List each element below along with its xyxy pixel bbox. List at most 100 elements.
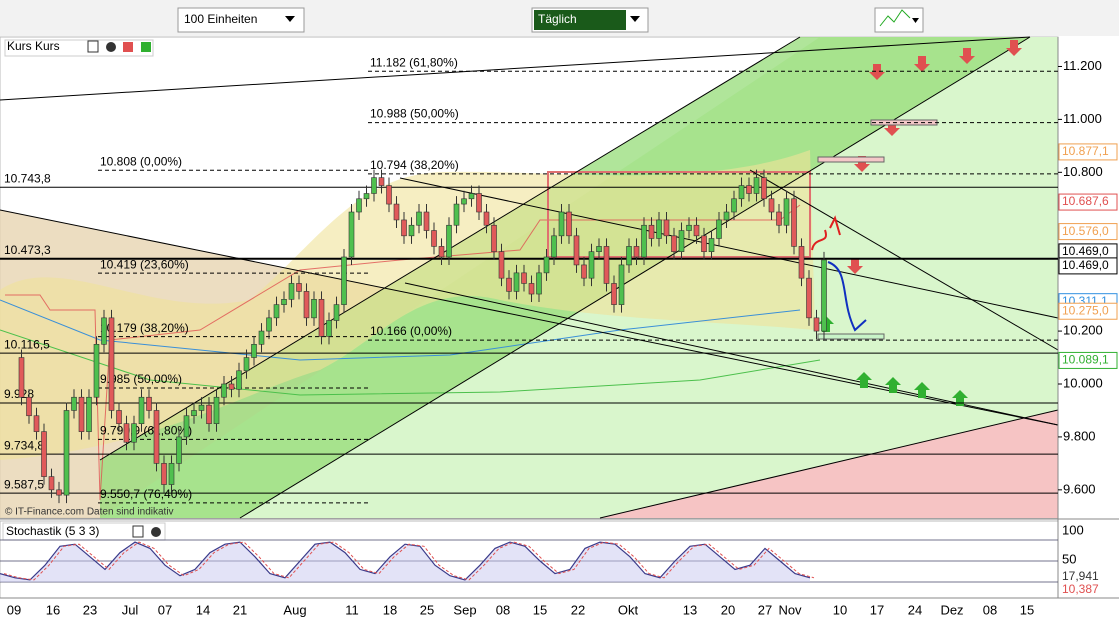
candle	[693, 224, 700, 237]
candle	[611, 283, 617, 305]
candle	[738, 185, 745, 200]
indicator-label: 10.275,0	[1062, 303, 1109, 317]
candle	[656, 219, 662, 239]
stochastic-value-label: 10,387	[1062, 582, 1099, 596]
candle	[618, 264, 625, 305]
date-label: 08	[496, 602, 510, 617]
date-label: 20	[721, 602, 735, 617]
date-label: 18	[383, 602, 397, 617]
indicator-label-box	[1058, 351, 1118, 369]
candle	[153, 410, 160, 464]
price-tick-label: 9.600	[1063, 481, 1096, 496]
candle	[648, 224, 655, 239]
candle	[48, 476, 55, 491]
candle	[453, 203, 460, 226]
candle	[341, 256, 347, 305]
date-label: 11	[345, 602, 359, 617]
indicator-label-box	[1058, 302, 1118, 320]
date-label: 08	[983, 602, 997, 617]
candle	[221, 383, 227, 398]
candle	[56, 489, 62, 496]
date-label: 22	[571, 602, 585, 617]
date-label: 17	[870, 602, 884, 617]
date-label: 15	[1020, 602, 1034, 617]
candle	[708, 238, 715, 253]
units-value: 100 Einheiten	[184, 12, 257, 26]
price-tick-label: 10.200	[1063, 323, 1103, 338]
candle	[108, 317, 115, 411]
fib-label: 9.550,7 (76,40%)	[100, 487, 192, 501]
units-select[interactable]	[177, 7, 305, 33]
panel-icons[interactable]	[87, 40, 151, 53]
candle	[93, 344, 100, 398]
price-tick-label: 10.000	[1063, 375, 1103, 390]
candle	[101, 317, 107, 345]
candle	[33, 415, 40, 432]
candle	[176, 436, 182, 464]
date-label: 25	[420, 602, 434, 617]
candle	[543, 256, 550, 274]
fib-label: 10.419 (23,60%)	[100, 257, 189, 271]
chart-icon	[879, 9, 911, 27]
candle	[363, 193, 370, 200]
period-value: Täglich	[538, 12, 577, 26]
candle	[633, 246, 640, 258]
level-label: 10.116,5	[4, 337, 50, 351]
candle	[131, 423, 137, 443]
candle	[671, 235, 677, 253]
indicator-label-box	[1058, 143, 1118, 161]
dropdown-arrow	[912, 18, 919, 23]
candle	[431, 230, 437, 247]
date-label: 15	[533, 602, 547, 617]
candle	[416, 211, 422, 226]
candle	[296, 283, 302, 292]
date-label: 14	[196, 602, 210, 617]
candle	[408, 224, 415, 237]
price-tick-label: 10.800	[1063, 164, 1103, 179]
candle	[371, 177, 377, 194]
date-label: 09	[7, 602, 21, 617]
candle	[626, 246, 632, 266]
level-label: 10.743,8	[4, 171, 51, 185]
fib-label: 11.182 (61,80%)	[370, 55, 458, 69]
panel-icons[interactable]	[132, 525, 161, 538]
candle	[566, 211, 572, 237]
candle	[183, 415, 190, 438]
date-label: 24	[908, 602, 922, 617]
fib-label: 10.166 (0,00%)	[370, 324, 452, 338]
candle	[86, 396, 92, 432]
date-label: 23	[83, 602, 97, 617]
candle	[498, 251, 505, 279]
dropdown-arrow	[630, 16, 640, 22]
candle	[768, 198, 775, 213]
fib-label: 10.808 (0,00%)	[100, 154, 182, 168]
candle	[716, 219, 722, 239]
candle	[386, 185, 392, 205]
candle	[348, 211, 355, 258]
watermark: © IT-Finance.com Daten sind indikativ	[5, 507, 174, 518]
candle	[701, 235, 707, 253]
stochastic-value-label: 17,941	[1062, 569, 1099, 583]
date-label: 16	[46, 602, 60, 617]
candle	[446, 224, 452, 258]
candle	[678, 230, 685, 252]
candle	[243, 357, 250, 372]
indicator-label-box	[1058, 257, 1118, 275]
date-label: 13	[683, 602, 697, 617]
candle	[303, 291, 310, 319]
indicator-label: 10.687,6	[1062, 194, 1109, 208]
indicator-label-box	[1058, 193, 1118, 211]
indicator-label: 10.576,0	[1062, 224, 1109, 238]
candle	[116, 410, 122, 424]
dropdown-arrow	[285, 16, 295, 22]
candle	[491, 224, 497, 253]
candle	[273, 304, 280, 319]
stochastic-signal	[3, 541, 815, 581]
fib-label: 10.179 (38,20%)	[100, 321, 189, 335]
candle	[228, 383, 235, 390]
fib-label: 10.988 (50,00%)	[370, 107, 459, 121]
indicator-label: 10.877,1	[1062, 144, 1109, 158]
date-label: Nov	[778, 602, 802, 617]
candle	[206, 404, 212, 424]
